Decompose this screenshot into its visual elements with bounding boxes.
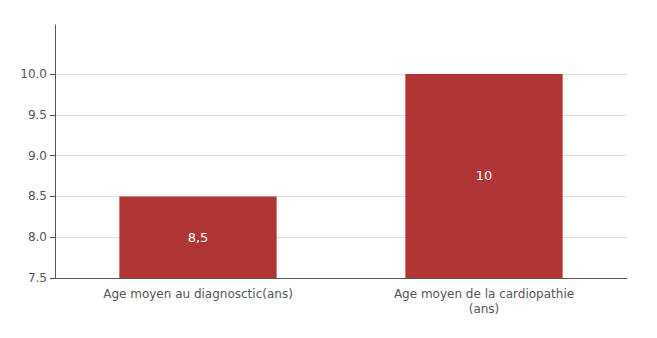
svg-text:Age moyen au diagnosctic(ans): Age moyen au diagnosctic(ans) xyxy=(103,287,293,301)
svg-text:Age moyen de la cardiopathie: Age moyen de la cardiopathie xyxy=(394,287,574,301)
svg-text:(ans): (ans) xyxy=(469,302,500,316)
svg-text:9.5: 9.5 xyxy=(28,108,47,122)
svg-text:10.0: 10.0 xyxy=(20,67,47,81)
svg-text:7.5: 7.5 xyxy=(28,271,47,285)
svg-text:10: 10 xyxy=(476,168,493,183)
svg-text:8,5: 8,5 xyxy=(188,230,209,245)
svg-text:9.0: 9.0 xyxy=(28,149,47,163)
svg-text:8.0: 8.0 xyxy=(28,230,47,244)
svg-text:8.5: 8.5 xyxy=(28,189,47,203)
